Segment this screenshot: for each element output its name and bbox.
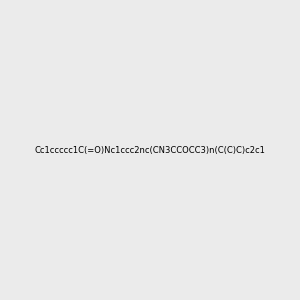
- Text: Cc1ccccc1C(=O)Nc1ccc2nc(CN3CCOCC3)n(C(C)C)c2c1: Cc1ccccc1C(=O)Nc1ccc2nc(CN3CCOCC3)n(C(C)…: [34, 146, 266, 154]
